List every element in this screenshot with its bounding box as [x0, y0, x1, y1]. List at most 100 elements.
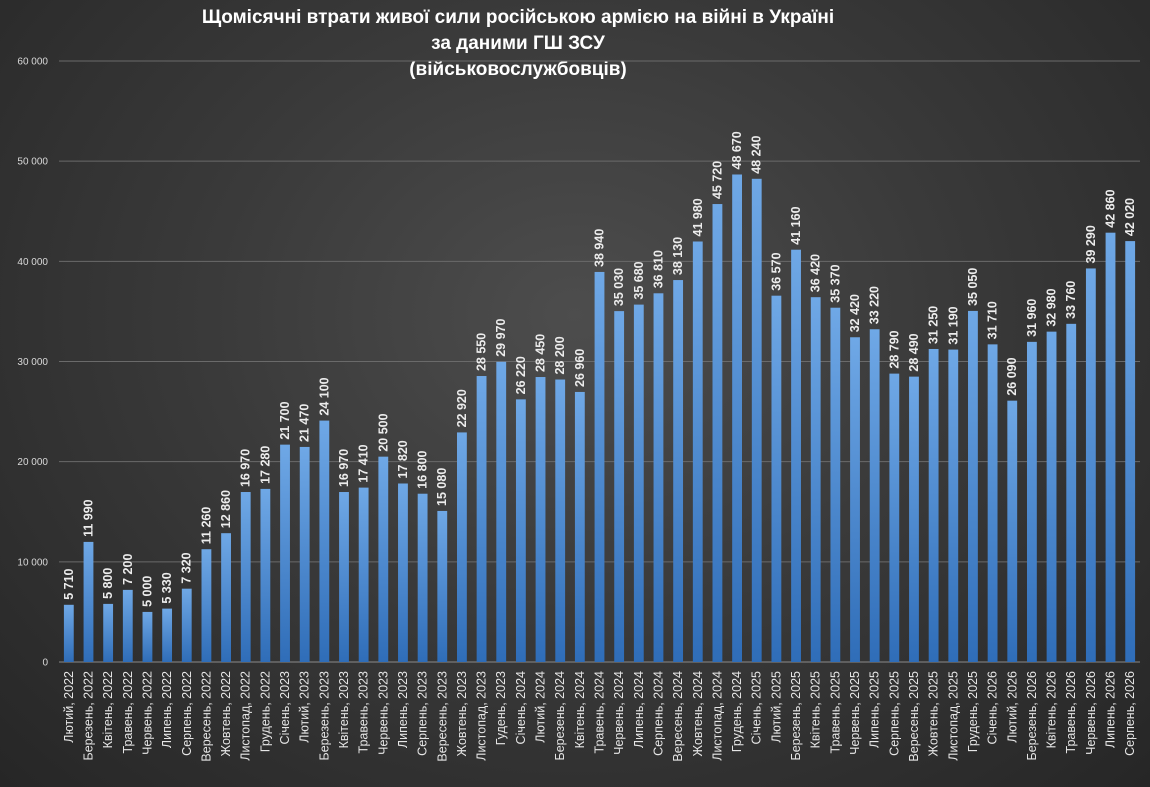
data-label: 26 220: [514, 356, 528, 394]
bars: [63, 174, 1136, 663]
data-label: 12 860: [219, 490, 233, 528]
data-label: 28 200: [553, 336, 567, 374]
bar: [594, 271, 605, 662]
bar: [1026, 341, 1037, 662]
data-label: 15 080: [435, 468, 449, 506]
y-tick-label: 30 000: [17, 357, 48, 368]
bar: [791, 249, 801, 662]
bar: [162, 608, 173, 662]
bar: [948, 349, 959, 662]
bar: [476, 376, 487, 662]
x-tick-label: Липень, 2022: [160, 671, 174, 748]
bar: [457, 432, 467, 662]
x-tick-label: Липень, 2026: [1104, 671, 1118, 748]
x-tick-label: Вересень, 2024: [671, 671, 685, 762]
data-label: 35 030: [612, 268, 626, 306]
bar: [103, 603, 114, 662]
y-tick-label: 20 000: [17, 457, 48, 468]
bar: [1007, 400, 1018, 662]
y-tick-label: 10 000: [17, 557, 48, 568]
bar: [771, 295, 782, 662]
bar: [653, 293, 664, 662]
bar: [673, 280, 684, 662]
x-tick-label: Лютий, 2023: [298, 671, 312, 743]
data-label: 42 020: [1123, 198, 1137, 236]
bar: [181, 588, 192, 662]
data-label: 36 420: [809, 254, 823, 292]
x-tick-label: Квітень, 2023: [337, 671, 351, 748]
data-label: 16 970: [239, 449, 253, 487]
x-tick-label: Травень, 2024: [593, 671, 607, 754]
bar: [1085, 268, 1096, 662]
bar: [869, 329, 880, 662]
data-label: 38 130: [671, 237, 685, 275]
data-label: 35 680: [632, 261, 646, 299]
data-label: 33 220: [868, 286, 882, 324]
data-label: 48 670: [730, 131, 744, 169]
title-line-1: Щомісячні втрати живої сили російською а…: [202, 7, 834, 28]
x-tick-label: Березень, 2026: [1025, 671, 1039, 761]
bar: [240, 492, 251, 662]
data-label: 7 200: [121, 554, 135, 585]
x-tick-label: Червень, 2022: [140, 671, 154, 755]
data-label: 16 800: [416, 450, 430, 488]
x-tick-label: Червень, 2025: [848, 671, 862, 755]
title-line-2: за даними ГШ ЗСУ: [431, 33, 605, 54]
bar: [280, 444, 290, 662]
data-label: 5 330: [160, 572, 174, 603]
x-tick-label: Червень, 2023: [376, 671, 390, 755]
x-tick-label: Вересень, 2025: [907, 671, 921, 762]
x-tick-label: Серпень, 2022: [180, 671, 194, 756]
bar: [1125, 241, 1136, 662]
x-tick-label: Грудень, 2024: [730, 671, 744, 752]
bar: [339, 492, 349, 662]
data-label: 21 470: [298, 404, 312, 442]
y-tick-label: 0: [42, 658, 48, 669]
x-tick-label: Березень, 2025: [789, 671, 803, 761]
data-labels: 5 710 11 990 5 800 7 200 5 000 5 330 7 320 11 2…: [62, 131, 1137, 607]
x-tick-label: Червень, 2024: [612, 671, 626, 755]
data-label: 41 980: [691, 198, 705, 236]
x-tick-label: Лютий, 2025: [769, 671, 783, 743]
bar: [850, 337, 860, 662]
bar: [417, 493, 428, 662]
data-label: 5 710: [62, 568, 76, 599]
data-label: 32 980: [1045, 288, 1059, 326]
data-label: 39 290: [1084, 225, 1098, 263]
data-label: 45 720: [710, 161, 724, 199]
data-label: 5 800: [101, 568, 115, 599]
data-label: 31 960: [1025, 299, 1039, 337]
x-tick-label: Листопад, 2024: [710, 671, 724, 761]
x-tick-label: Квітень, 2025: [809, 671, 823, 748]
title-line-3: (військовослужбовців): [409, 59, 627, 80]
data-label: 41 160: [789, 206, 803, 244]
y-tick-label: 50 000: [17, 157, 48, 168]
x-tick-label: Травень, 2022: [121, 671, 135, 754]
x-tick-label: Серпень, 2026: [1123, 671, 1137, 756]
bar: [712, 204, 723, 663]
bar: [909, 376, 919, 662]
data-label: 11 990: [81, 499, 95, 537]
x-tick-label: Червень, 2026: [1084, 671, 1098, 755]
data-label: 38 940: [593, 229, 607, 267]
x-tick-label: Вересень, 2023: [435, 671, 449, 762]
bar: [122, 589, 133, 662]
bar: [810, 297, 821, 662]
x-tick-label: Серпень, 2024: [651, 671, 665, 756]
data-label: 24 100: [317, 377, 331, 415]
data-label: 35 370: [828, 264, 842, 302]
data-label: 5 000: [140, 576, 154, 607]
x-tick-label: Жовтень, 2025: [927, 671, 941, 756]
data-label: 33 760: [1064, 281, 1078, 319]
data-label: 7 320: [180, 552, 194, 583]
bar: [201, 549, 212, 662]
x-tick-label: Липень, 2025: [868, 671, 882, 748]
y-tick-label: 40 000: [17, 257, 48, 268]
bar: [889, 373, 900, 662]
x-tick-label: Квітень, 2022: [101, 671, 115, 748]
x-tick-label: Жовтень, 2022: [219, 671, 233, 756]
data-label: 20 500: [376, 413, 390, 451]
x-tick-label: Березень, 2022: [81, 671, 95, 761]
data-label: 22 920: [455, 389, 469, 427]
x-tick-label: Березень, 2024: [553, 671, 567, 761]
